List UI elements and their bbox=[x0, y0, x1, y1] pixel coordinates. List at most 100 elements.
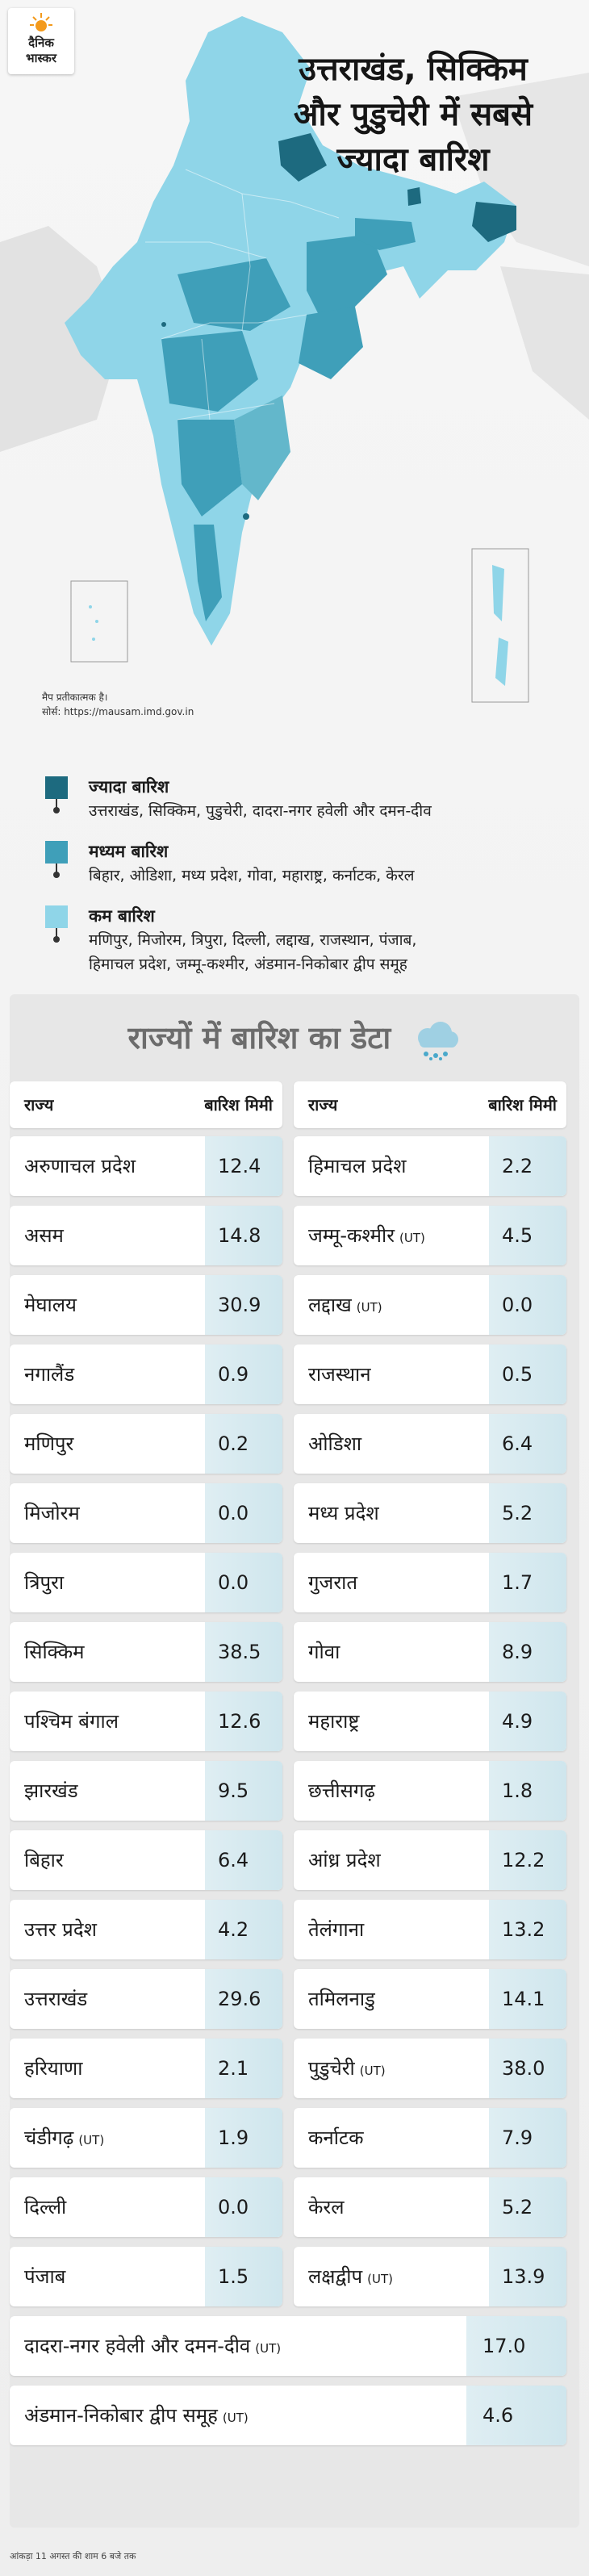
state-name-text: दिल्ली bbox=[24, 2196, 67, 2218]
headline-line-1: उत्तराखंड, सिक्किम bbox=[299, 51, 528, 88]
rain-value-cell: 0.0 bbox=[205, 2177, 282, 2237]
state-name-text: उत्तराखंड bbox=[24, 1988, 88, 2010]
state-name: उत्तर प्रदेश bbox=[24, 1900, 97, 1959]
rain-value-cell: 30.9 bbox=[205, 1275, 282, 1335]
neighbour-land bbox=[0, 226, 121, 452]
table-row: कर्नाटक 7.9 bbox=[294, 2108, 566, 2168]
state-name-text: सिक्किम bbox=[24, 1641, 85, 1663]
rainfall-data-panel: राज्यों में बारिश का डेटा राज्य बारिश मि… bbox=[10, 994, 579, 2528]
rain-value-cell: 6.4 bbox=[205, 1830, 282, 1890]
rain-value: 5.2 bbox=[502, 2196, 533, 2218]
state-name: सिक्किम bbox=[24, 1622, 85, 1682]
rain-value: 1.7 bbox=[502, 1571, 533, 1594]
state-name-text: मणिपुर bbox=[24, 1432, 74, 1455]
rain-value-cell: 4.9 bbox=[489, 1692, 566, 1751]
rain-value-cell: 14.8 bbox=[205, 1206, 282, 1265]
region-medium-central bbox=[178, 258, 290, 331]
header-state: राज्य bbox=[308, 1095, 338, 1114]
state-name-text: असम bbox=[24, 1224, 64, 1247]
rain-value: 12.6 bbox=[218, 1710, 261, 1733]
table-row: त्रिपुरा 0.0 bbox=[10, 1553, 282, 1612]
rain-value: 4.2 bbox=[218, 1918, 249, 1941]
map-disclaimer: मैप प्रतीकात्मक है। bbox=[42, 692, 108, 703]
rain-value: 9.5 bbox=[218, 1779, 249, 1802]
table-row: छत्तीसगढ़ 1.8 bbox=[294, 1761, 566, 1821]
legend-item-high: ज्यादा बारिश उत्तराखंड, सिक्किम, पुडुचेर… bbox=[42, 775, 574, 823]
map-legend: ज्यादा बारिश उत्तराखंड, सिक्किम, पुडुचेर… bbox=[42, 775, 574, 993]
state-name-text: गोवा bbox=[308, 1641, 340, 1663]
rain-value-cell: 4.6 bbox=[466, 2386, 566, 2445]
state-name-text: हिमाचल प्रदेश bbox=[308, 1155, 407, 1177]
rain-value-cell: 12.6 bbox=[205, 1692, 282, 1751]
rain-value-cell: 29.6 bbox=[205, 1969, 282, 2029]
state-name-text: चंडीगढ़ bbox=[24, 2126, 74, 2149]
state-name: लद्दाख (UT) bbox=[308, 1275, 382, 1335]
rain-value: 38.5 bbox=[218, 1641, 261, 1663]
table-row: दिल्ली 0.0 bbox=[10, 2177, 282, 2237]
rain-value: 0.0 bbox=[218, 1502, 249, 1524]
legend-item-medium: मध्यम बारिश बिहार, ओडिशा, मध्य प्रदेश, ग… bbox=[42, 839, 574, 888]
page-headline: उत्तराखंड, सिक्किम और पुडुचेरी में सबसे … bbox=[252, 47, 574, 182]
state-name: पंजाब bbox=[24, 2247, 65, 2306]
state-name: महाराष्ट्र bbox=[308, 1692, 359, 1751]
table-row: आंध्र प्रदेश 12.2 bbox=[294, 1830, 566, 1890]
rain-value-cell: 7.9 bbox=[489, 2108, 566, 2168]
table-row: झारखंड 9.5 bbox=[10, 1761, 282, 1821]
state-name: दादरा-नगर हवेली और दमन-दीव (UT) bbox=[24, 2316, 281, 2376]
andaman-inset bbox=[471, 548, 529, 703]
state-name: आंध्र प्रदेश bbox=[308, 1830, 381, 1890]
state-name-text: आंध्र प्रदेश bbox=[308, 1849, 381, 1871]
rain-value-cell: 13.2 bbox=[489, 1900, 566, 1959]
state-name: चंडीगढ़ (UT) bbox=[24, 2108, 104, 2168]
rain-value-cell: 1.9 bbox=[205, 2108, 282, 2168]
legend-swatch-low bbox=[45, 905, 68, 928]
table-row: सिक्किम 38.5 bbox=[10, 1622, 282, 1682]
sun-icon bbox=[30, 13, 52, 31]
rain-value: 0.0 bbox=[502, 1294, 533, 1316]
table-row: उत्तर प्रदेश 4.2 bbox=[10, 1900, 282, 1959]
table-row: पंजाब 1.5 bbox=[10, 2247, 282, 2306]
rain-value-cell: 12.2 bbox=[489, 1830, 566, 1890]
state-name: केरल bbox=[308, 2177, 345, 2237]
table-row: लद्दाख (UT) 0.0 bbox=[294, 1275, 566, 1335]
region-medium-odisha bbox=[299, 307, 363, 379]
data-footnote: आंकड़ा 11 अगस्त की शाम 6 बजे तक bbox=[10, 2551, 136, 2561]
state-name: ओडिशा bbox=[308, 1414, 361, 1474]
table-row: गोवा 8.9 bbox=[294, 1622, 566, 1682]
headline-line-2: और पुडुचेरी में सबसे bbox=[293, 96, 533, 133]
rain-value: 1.8 bbox=[502, 1779, 533, 1802]
brand-line-1: दैनिक bbox=[28, 36, 54, 50]
rain-value-cell: 5.2 bbox=[489, 2177, 566, 2237]
table-row: लक्षद्वीप (UT) 13.9 bbox=[294, 2247, 566, 2306]
state-name-text: दादरा-नगर हवेली और दमन-दीव bbox=[24, 2335, 251, 2357]
state-name-text: अरुणाचल प्रदेश bbox=[24, 1155, 136, 1177]
state-name: पुडुचेरी (UT) bbox=[308, 2039, 386, 2098]
state-name-text: गुजरात bbox=[308, 1571, 358, 1594]
rain-value: 0.5 bbox=[502, 1363, 533, 1386]
rain-value: 4.6 bbox=[482, 2404, 514, 2427]
table-row: उत्तराखंड 29.6 bbox=[10, 1969, 282, 2029]
legend-pin-icon bbox=[45, 905, 68, 943]
rain-value-cell: 17.0 bbox=[466, 2316, 566, 2376]
india-rainfall-map bbox=[0, 16, 589, 703]
table-header-left: राज्य बारिश मिमी bbox=[10, 1081, 282, 1128]
ut-tag: (UT) bbox=[255, 2341, 282, 2356]
rain-value: 1.9 bbox=[218, 2126, 249, 2149]
rain-cloud-icon bbox=[417, 1021, 458, 1060]
table-row: राजस्थान 0.5 bbox=[294, 1344, 566, 1404]
region-high-ne bbox=[472, 202, 516, 242]
state-name: हरियाणा bbox=[24, 2039, 82, 2098]
state-borders bbox=[145, 169, 340, 420]
state-name: अंडमान-निकोबार द्वीप समूह (UT) bbox=[24, 2386, 249, 2445]
state-name: असम bbox=[24, 1206, 64, 1265]
table-row: मध्य प्रदेश 5.2 bbox=[294, 1483, 566, 1543]
state-name: झारखंड bbox=[24, 1761, 78, 1821]
state-name: पश्चिम बंगाल bbox=[24, 1692, 119, 1751]
rain-value-cell: 12.4 bbox=[205, 1136, 282, 1196]
state-name-text: मेघालय bbox=[24, 1294, 77, 1316]
state-name-text: त्रिपुरा bbox=[24, 1571, 65, 1594]
state-name: मध्य प्रदेश bbox=[308, 1483, 379, 1543]
table-row: तेलंगाना 13.2 bbox=[294, 1900, 566, 1959]
state-name-text: मध्य प्रदेश bbox=[308, 1502, 379, 1524]
table-row: केरल 5.2 bbox=[294, 2177, 566, 2237]
